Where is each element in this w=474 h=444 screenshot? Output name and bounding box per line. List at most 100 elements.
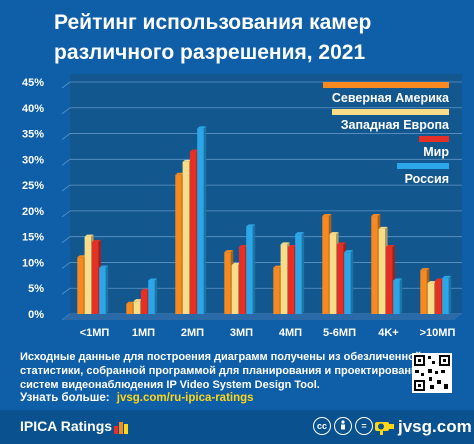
gridline-slant: [61, 81, 71, 89]
bar-top: [238, 244, 248, 247]
bar: [189, 151, 197, 314]
legend-label: Северная Америка: [332, 91, 450, 105]
legend-swatch: [397, 163, 449, 169]
bar: [442, 277, 449, 314]
gridline-slant: [61, 210, 71, 218]
bar-top: [434, 278, 444, 281]
x-tick-label: 1МП: [132, 327, 155, 339]
y-tick-label: 0%: [28, 309, 44, 321]
bar: [280, 244, 288, 314]
brand-name: IPICA Ratings: [20, 418, 113, 434]
y-tick-label: 35%: [22, 129, 44, 141]
bar-top: [224, 250, 234, 253]
bar-top: [246, 224, 256, 227]
cc-icon: cc: [313, 417, 331, 435]
bar: [140, 290, 148, 314]
bar-top: [344, 250, 354, 253]
more-label: Узнать больше:: [20, 392, 110, 404]
x-tick-label: <1МП: [80, 327, 110, 339]
bar: [84, 236, 92, 314]
x-tick-label: 4МП: [279, 327, 302, 339]
bar-top: [231, 263, 241, 266]
bar: [295, 234, 302, 314]
bar-side: [448, 275, 452, 314]
bar: [77, 257, 84, 314]
bar-top: [133, 299, 143, 302]
gridline-slant: [61, 133, 71, 140]
site-name: jvsg.com: [398, 417, 472, 436]
bar-top: [385, 244, 395, 247]
gridline-slant: [61, 107, 71, 115]
bar: [197, 128, 204, 314]
x-tick-label: 4K+: [378, 327, 399, 339]
y-tick-label: 45%: [22, 77, 44, 89]
bar: [231, 265, 239, 314]
bar: [246, 226, 253, 314]
bar: [322, 216, 329, 314]
bar-top: [84, 234, 94, 237]
jvsg-logo-icon: [375, 422, 394, 435]
y-tick-label: 5%: [28, 283, 44, 295]
legend-label: Мир: [423, 145, 449, 159]
bar: [148, 280, 155, 314]
y-tick-label: 40%: [22, 103, 44, 115]
bar: [238, 246, 246, 314]
ratings-link[interactable]: jvsg.com/ru-ipica-ratings: [116, 392, 254, 404]
plot-floor: [62, 314, 462, 320]
gridline-slant: [61, 287, 71, 295]
gridline-slant: [61, 159, 71, 166]
bar-top: [175, 172, 185, 175]
bar-top: [295, 232, 305, 235]
bar: [420, 270, 427, 314]
bar: [336, 244, 344, 314]
bar-top: [91, 239, 101, 242]
bar: [224, 252, 231, 314]
bar: [378, 228, 386, 314]
bar-top: [393, 278, 403, 281]
x-tick-label: 2МП: [181, 327, 204, 339]
bar-top: [336, 242, 346, 245]
legend-swatch: [332, 109, 449, 115]
legend-label: Западная Европа: [341, 118, 450, 132]
bar-top: [99, 265, 109, 268]
y-tick-label: 20%: [22, 206, 44, 218]
bar-top: [442, 275, 452, 278]
ratings-logo-icon: [114, 422, 128, 434]
y-tick-label: 30%: [22, 154, 44, 166]
qr-code[interactable]: [412, 353, 452, 393]
bar: [99, 267, 106, 314]
bar: [393, 280, 400, 314]
bar-top: [287, 244, 297, 247]
bar-side: [252, 224, 256, 314]
bar: [344, 252, 351, 314]
bar-top: [77, 255, 87, 258]
bar: [371, 216, 378, 314]
chart-title: Рейтинг использования камер различного р…: [54, 11, 372, 64]
bar-side: [203, 126, 207, 315]
bar-top: [280, 242, 290, 245]
bar-side: [301, 232, 305, 314]
bar-side: [350, 250, 354, 314]
bar: [133, 301, 141, 314]
bar-top: [189, 149, 199, 152]
bar: [427, 283, 435, 314]
y-tick-label: 15%: [22, 232, 44, 244]
bar: [385, 246, 393, 314]
footer: IPICA Ratings cc = jvsg.com: [0, 410, 474, 444]
bar-side: [105, 265, 109, 314]
x-tick-label: 3МП: [230, 327, 253, 339]
bar: [273, 267, 280, 314]
bar: [287, 246, 295, 314]
source-note: Исходные данные для построения диаграмм …: [20, 351, 425, 391]
x-tick-label: >10МП: [420, 327, 456, 339]
bar-top: [322, 214, 332, 217]
by-icon: [334, 417, 352, 435]
bar-top: [378, 226, 388, 229]
bar-top: [371, 214, 381, 217]
legend-swatch: [323, 82, 449, 88]
nd-icon: =: [355, 417, 373, 435]
bar: [329, 234, 337, 314]
more-info: Узнать больше: jvsg.com/ru-ipica-ratings: [20, 392, 254, 404]
bar: [434, 280, 442, 314]
bar: [126, 303, 133, 314]
